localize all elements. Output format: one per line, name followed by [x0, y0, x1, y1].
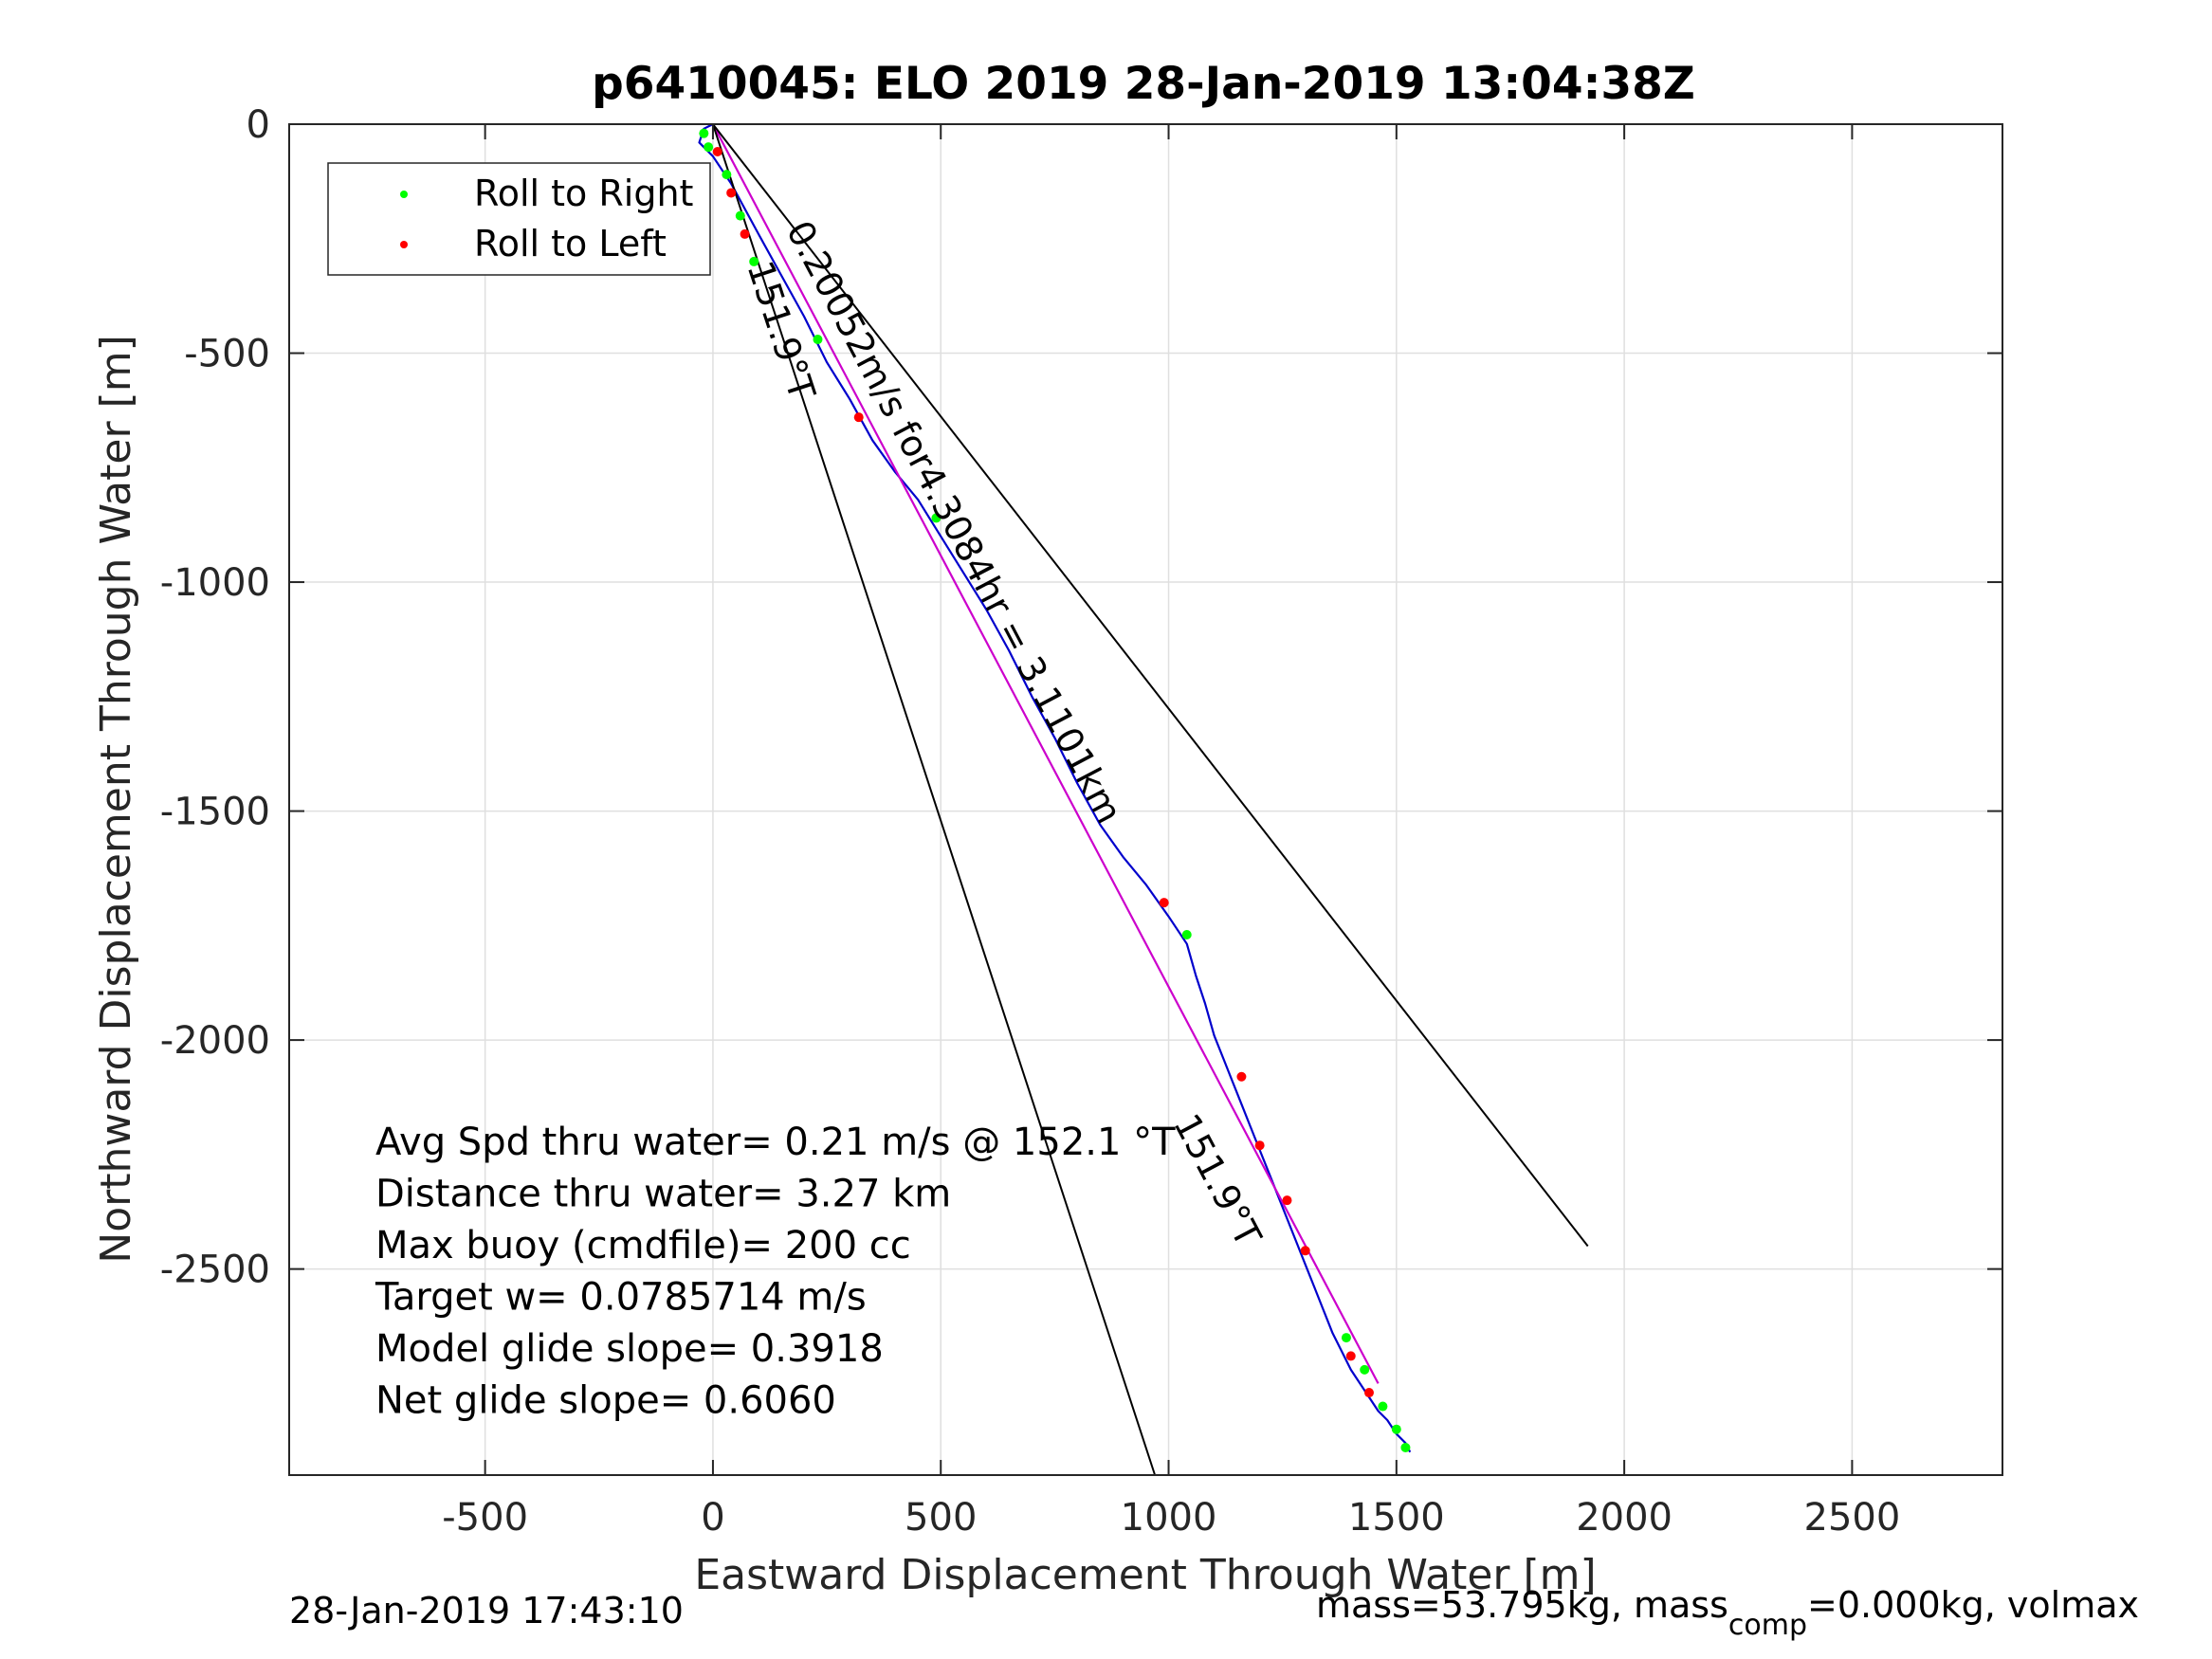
legend-box [327, 162, 711, 276]
roll-right-point [735, 210, 745, 221]
x-tick-label: -500 [442, 1496, 528, 1540]
stats-block: Avg Spd thru water= 0.21 m/s @ 152.1 °T D… [375, 1121, 1176, 1423]
axis-ticks [289, 123, 2002, 1475]
legend-swatch-roll-right [400, 191, 408, 198]
legend: Roll to Right Roll to Left [327, 162, 711, 276]
y-tick-label: -1000 [160, 561, 270, 605]
footer-mass-info: mass=53.795kg, masscomp=0.000kg, volmax [1316, 1584, 2139, 1642]
stat-line: Net glide slope= 0.6060 [375, 1379, 836, 1423]
footer-timestamp: 28-Jan-2019 17:43:10 [289, 1590, 684, 1632]
roll-left-point [1345, 1351, 1356, 1361]
x-tick-label: 1000 [1121, 1496, 1217, 1540]
roll-left-point [1159, 898, 1169, 908]
plot-lines [698, 123, 1589, 1476]
roll-left-point [712, 146, 722, 156]
roll-right-point [1181, 930, 1192, 939]
mass-prefix: mass=53.795kg, mass [1316, 1584, 1728, 1626]
roll-left-point [1254, 1140, 1265, 1151]
legend-swatch-roll-left [400, 241, 408, 248]
roll-left-point [1282, 1195, 1292, 1206]
series-line-track [698, 123, 1412, 1453]
roll-points [699, 128, 1411, 1453]
roll-left-point [1236, 1071, 1247, 1082]
y-tick-label: -500 [184, 333, 270, 376]
y-tick-label: 0 [247, 103, 270, 147]
roll-right-point [704, 142, 714, 153]
tick-labels: -500 0 500 1000 1500 2000 2500 0 -500 -1000 -1500 -… [160, 103, 1901, 1540]
roll-right-point [749, 256, 759, 266]
legend-label-roll-right: Roll to Right [474, 173, 693, 214]
roll-right-point [699, 128, 709, 138]
roll-left-point [1300, 1246, 1310, 1256]
roll-right-point [1378, 1401, 1388, 1412]
roll-right-point [813, 335, 823, 345]
y-tick-label: -1500 [160, 791, 270, 834]
x-axis-label: Eastward Displacement Through Water [m] [694, 1551, 1596, 1599]
roll-right-point [1341, 1333, 1351, 1343]
stat-line: Max buoy (cmdfile)= 200 cc [375, 1224, 911, 1267]
roll-left-point [1363, 1388, 1374, 1398]
stat-line: Model glide slope= 0.3918 [375, 1327, 884, 1371]
x-tick-label: 500 [905, 1496, 977, 1540]
stat-line: Target w= 0.0785714 m/s [375, 1276, 867, 1320]
series-line-heading-line [711, 123, 1380, 1384]
legend-label-roll-left: Roll to Left [474, 223, 667, 264]
roll-right-point [931, 513, 941, 523]
x-tick-label: 1500 [1348, 1496, 1445, 1540]
x-tick-label: 0 [701, 1496, 724, 1540]
x-tick-label: 2500 [1804, 1496, 1901, 1540]
roll-left-point [853, 412, 864, 423]
roll-right-point [1400, 1443, 1411, 1453]
stat-line: Avg Spd thru water= 0.21 m/s @ 152.1 °T [375, 1121, 1176, 1164]
axes-frame [288, 123, 2003, 1476]
x-tick-label: 2000 [1576, 1496, 1673, 1540]
roll-right-point [722, 170, 732, 180]
series-line-cone-right [712, 123, 1589, 1248]
mass-suffix: =0.000kg, volmax [1807, 1584, 2139, 1626]
y-tick-label: -2000 [160, 1019, 270, 1063]
chart-title: p6410045: ELO 2019 28-Jan-2019 13:04:38Z [592, 58, 1695, 110]
roll-left-point [726, 188, 737, 198]
mass-subscript: comp [1728, 1609, 1807, 1642]
stat-line: Distance thru water= 3.27 km [375, 1173, 951, 1216]
y-tick-label: -2500 [160, 1249, 270, 1292]
roll-left-point [740, 228, 750, 239]
y-axis-label: Northward Displacement Through Water [m] [92, 335, 140, 1263]
roll-right-point [1391, 1424, 1401, 1434]
series-line-cone-left [711, 123, 1157, 1476]
roll-right-point [1360, 1364, 1370, 1375]
